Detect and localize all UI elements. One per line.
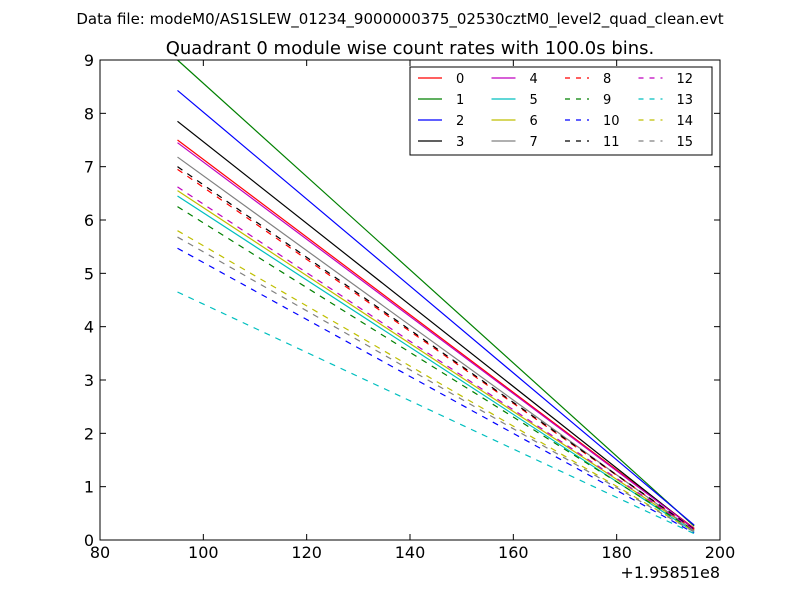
legend-label-6: 6 xyxy=(530,114,538,129)
y-tick-label: 3 xyxy=(84,371,94,390)
x-tick-label: 160 xyxy=(498,543,529,562)
legend-box xyxy=(409,66,713,156)
series-line-7 xyxy=(177,156,695,532)
legend-label-4: 4 xyxy=(530,72,538,87)
x-tick-label: 180 xyxy=(601,543,632,562)
x-tick-label: 140 xyxy=(395,543,426,562)
legend-label-7: 7 xyxy=(530,135,538,150)
chart-title: Quadrant 0 module wise count rates with … xyxy=(166,38,655,59)
x-tick-label: 120 xyxy=(291,543,322,562)
legend-label-15: 15 xyxy=(677,135,694,150)
legend-label-3: 3 xyxy=(456,135,464,150)
series-line-15 xyxy=(177,236,695,533)
x-tick-label: 80 xyxy=(90,543,110,562)
legend-label-10: 10 xyxy=(603,114,620,129)
y-tick-label: 5 xyxy=(84,264,94,283)
series-line-9 xyxy=(177,206,695,531)
series-line-12 xyxy=(177,186,695,531)
series-line-4 xyxy=(177,142,695,530)
legend-label-11: 11 xyxy=(603,135,620,150)
x-offset-label: +1.95851e8 xyxy=(620,563,720,582)
plot-area xyxy=(177,59,695,535)
legend-label-9: 9 xyxy=(603,93,611,108)
legend-label-5: 5 xyxy=(530,93,538,108)
y-tick-label: 2 xyxy=(84,424,94,443)
suptitle: Data file: modeM0/AS1SLEW_01234_90000003… xyxy=(76,10,723,29)
legend-label-8: 8 xyxy=(603,72,611,87)
y-tick-label: 6 xyxy=(84,211,94,230)
series-line-14 xyxy=(177,230,695,532)
series-line-3 xyxy=(177,120,695,530)
series-line-10 xyxy=(177,247,695,534)
legend-label-12: 12 xyxy=(677,72,694,87)
series-line-0 xyxy=(177,139,695,529)
series-line-6 xyxy=(177,190,695,531)
y-tick-label: 7 xyxy=(84,158,94,177)
legend-label-2: 2 xyxy=(456,114,464,129)
legend-label-13: 13 xyxy=(677,93,694,108)
legend-label-0: 0 xyxy=(456,72,464,87)
y-tick-label: 1 xyxy=(84,478,94,497)
x-tick-label: 200 xyxy=(705,543,736,562)
series-line-8 xyxy=(177,168,695,530)
y-tick-label: 0 xyxy=(84,531,94,550)
legend-label-1: 1 xyxy=(456,93,464,108)
series-line-11 xyxy=(177,166,695,530)
series-line-2 xyxy=(177,89,695,526)
legend-label-14: 14 xyxy=(677,114,694,129)
series-line-1 xyxy=(177,59,695,527)
y-tick-label: 9 xyxy=(84,51,94,70)
x-tick-label: 100 xyxy=(188,543,219,562)
y-tick-label: 8 xyxy=(84,104,94,123)
y-tick-label: 4 xyxy=(84,318,94,337)
